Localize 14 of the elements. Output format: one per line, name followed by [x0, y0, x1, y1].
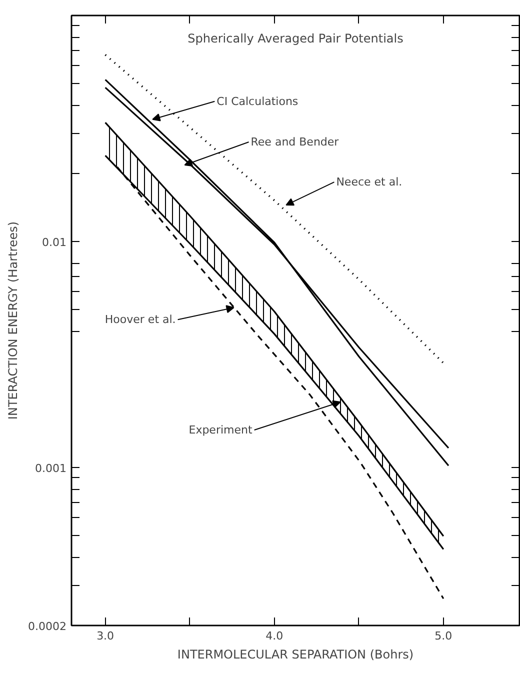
y-tick-label: 0.01	[42, 236, 67, 250]
annotation: Ree and Bender	[250, 136, 340, 149]
annotation: CI Calculations	[216, 94, 298, 108]
annotation: Experiment	[188, 423, 253, 436]
annotation: Neece et al.	[336, 176, 402, 189]
y-tick-label: 0.001	[35, 462, 67, 476]
text: Spherically Averaged Pair Potentials	[188, 32, 404, 46]
y-tick-label: 0.0002	[28, 620, 67, 633]
x-axis-title: INTERMOLECULAR SEPARATION (Bohrs)	[177, 648, 414, 662]
x-tick-label: 3.0	[96, 630, 114, 642]
annotation: Hoover et al.	[104, 313, 176, 326]
x-tick-label: 4.0	[266, 630, 284, 642]
x-tick-label: 5.0	[434, 630, 452, 642]
y-axis-title: INTERACTION ENERGY (Hartrees)	[6, 221, 20, 420]
